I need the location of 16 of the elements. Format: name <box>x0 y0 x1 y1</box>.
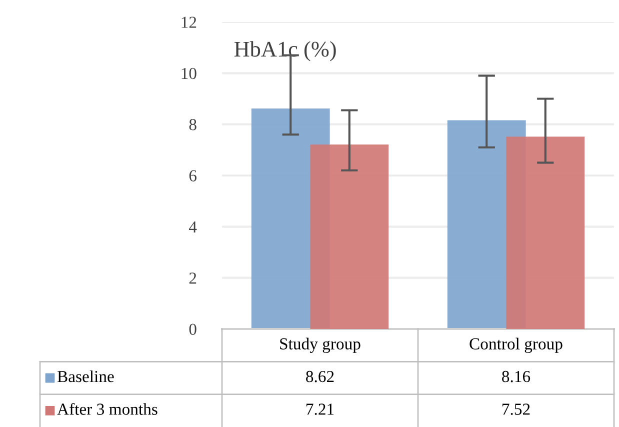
y-tick-label: 12 <box>182 16 196 28</box>
y-tick-label: 4 <box>188 221 197 232</box>
text: HbA1c (%) <box>234 41 336 62</box>
data-label: 8.62 <box>306 370 334 382</box>
y-tick-label: 8 <box>189 119 196 130</box>
legend-label: Baseline <box>57 370 114 382</box>
y-tick-label: 10 <box>182 68 196 80</box>
data-label: 8.16 <box>502 370 530 382</box>
data-label: 7.21 <box>306 404 334 415</box>
data-label: 7.52 <box>502 404 530 415</box>
y-tick-label: 2 <box>189 272 196 284</box>
y-tick-label: 0 <box>189 324 196 335</box>
legend-label: After 3 months <box>57 402 158 415</box>
x-tick-label: Control group <box>470 338 562 353</box>
x-tick-label: Study group <box>280 338 360 353</box>
y-tick-label: 6 <box>189 170 197 182</box>
